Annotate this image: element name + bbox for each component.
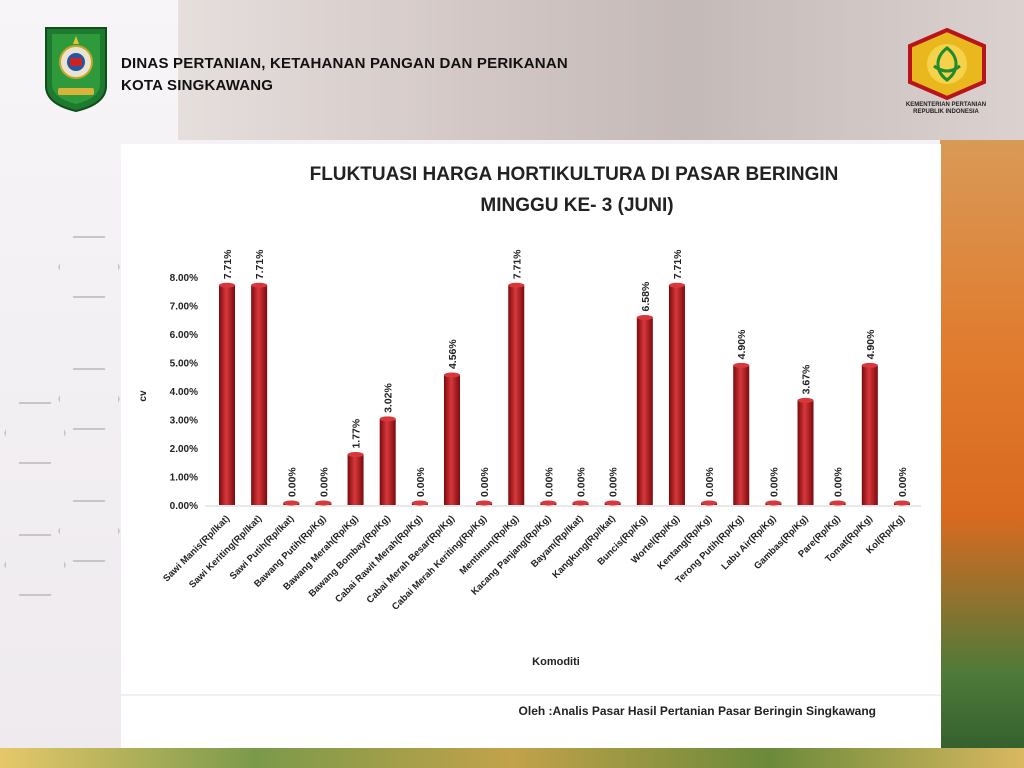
data-label: 0.00% xyxy=(286,467,298,497)
bar xyxy=(636,317,653,505)
bar-cap xyxy=(604,500,621,506)
bar-cap xyxy=(701,500,718,506)
bar-cap xyxy=(219,282,235,288)
bar xyxy=(508,285,525,505)
bar xyxy=(797,400,814,505)
decorative-hexagon xyxy=(4,402,66,464)
decorative-hexagon xyxy=(58,236,120,298)
chart-subtitle: MINGGU KE- 3 (JUNI) xyxy=(480,195,673,216)
chart-card: FLUKTUASI HARGA HORTIKULTURA DI PASAR BE… xyxy=(121,144,941,748)
org-name-line2: KOTA SINGKAWANG xyxy=(121,77,274,94)
bar-cap xyxy=(636,314,653,320)
category-label: Mentimun(Rp/Kg) xyxy=(458,513,522,577)
ministry-of-agriculture-logo xyxy=(908,28,986,100)
bar xyxy=(347,454,364,505)
bar-cap xyxy=(797,397,814,403)
data-label: 0.00% xyxy=(543,467,555,497)
bar xyxy=(251,285,268,505)
bar-cap xyxy=(251,282,268,288)
data-label: 3.67% xyxy=(801,364,813,394)
data-label: 4.90% xyxy=(736,329,748,359)
background-vegetable-photo xyxy=(178,0,1024,140)
y-tick-label: 6.00% xyxy=(170,330,198,341)
data-label: 0.00% xyxy=(415,467,427,497)
bar-cap xyxy=(443,372,460,378)
data-label: 4.56% xyxy=(447,339,459,369)
bar xyxy=(861,365,878,505)
bar-cap xyxy=(347,452,364,458)
category-label: Labu Air(Rp/Kg) xyxy=(719,513,778,572)
bar xyxy=(733,365,750,505)
x-axis-label: Komoditi xyxy=(532,656,580,668)
bar-cap xyxy=(379,416,396,422)
bar xyxy=(443,375,460,505)
data-label: 4.90% xyxy=(865,329,877,359)
bar xyxy=(668,285,685,505)
bar-cap xyxy=(508,282,525,288)
data-label: 0.00% xyxy=(576,467,588,497)
bar-cap xyxy=(668,282,685,288)
data-label: 1.77% xyxy=(351,418,363,448)
data-label: 7.71% xyxy=(254,249,266,279)
ministry-name: KEMENTERIAN PERTANIAN REPUBLIK INDONESIA xyxy=(890,102,1002,116)
org-name-line1: DINAS PERTANIAN, KETAHANAN PANGAN DAN PE… xyxy=(121,55,568,72)
y-tick-label: 5.00% xyxy=(170,359,198,370)
data-label: 0.00% xyxy=(608,467,620,497)
data-label: 0.00% xyxy=(768,467,780,497)
bar-cap xyxy=(765,500,782,506)
data-label: 6.58% xyxy=(640,281,652,311)
bar-cap xyxy=(315,500,332,506)
bar-chart: FLUKTUASI HARGA HORTIKULTURA DI PASAR BE… xyxy=(121,164,941,718)
decorative-hexagon xyxy=(58,368,120,430)
bar-cap xyxy=(411,500,428,506)
background-carrot-photo xyxy=(940,140,1024,768)
y-tick-label: 1.00% xyxy=(170,473,198,484)
bar-cap xyxy=(861,362,878,368)
footer-credit: Oleh :Analis Pasar Hasil Pertanian Pasar… xyxy=(519,704,876,718)
y-tick-label: 2.00% xyxy=(170,444,198,455)
bar-cap xyxy=(283,500,300,506)
decorative-hexagon xyxy=(58,500,120,562)
y-tick-label: 4.00% xyxy=(170,387,198,398)
data-label: 3.02% xyxy=(383,382,395,412)
bar-cap xyxy=(829,500,846,506)
data-label: 0.00% xyxy=(318,467,330,497)
data-label: 0.00% xyxy=(704,467,716,497)
data-label: 0.00% xyxy=(897,467,909,497)
data-label: 7.71% xyxy=(222,249,234,279)
bar xyxy=(219,285,235,505)
ministry-name-line2: REPUBLIK INDONESIA xyxy=(913,109,979,115)
city-emblem-logo xyxy=(45,27,107,112)
bar-cap xyxy=(476,500,493,506)
plot-area: 0.00% 1.00% 2.00% 3.00% 4.00% 5.00% 6.00% 7.00%… xyxy=(161,249,921,613)
ministry-name-line1: KEMENTERIAN PERTANIAN xyxy=(905,102,987,108)
decorative-hexagon xyxy=(4,534,66,596)
y-tick-label: 0.00% xyxy=(170,501,198,512)
background-corn-photo xyxy=(0,748,1024,768)
data-label: 7.71% xyxy=(511,249,523,279)
y-tick-label: 8.00% xyxy=(170,273,198,284)
bar-cap xyxy=(572,500,589,506)
bar-cap xyxy=(733,362,750,368)
bar xyxy=(379,418,396,505)
y-tick-label: 3.00% xyxy=(170,416,198,427)
header: DINAS PERTANIAN, KETAHANAN PANGAN DAN PE… xyxy=(0,0,1024,140)
data-label: 7.71% xyxy=(672,249,684,279)
data-label: 0.00% xyxy=(479,467,491,497)
y-tick-label: 7.00% xyxy=(170,302,198,313)
chart-title: FLUKTUASI HARGA HORTIKULTURA DI PASAR BE… xyxy=(310,164,839,185)
bar-cap xyxy=(893,500,910,506)
bar-cap xyxy=(540,500,557,506)
data-label: 0.00% xyxy=(833,467,845,497)
y-axis-label: cv xyxy=(138,390,149,402)
